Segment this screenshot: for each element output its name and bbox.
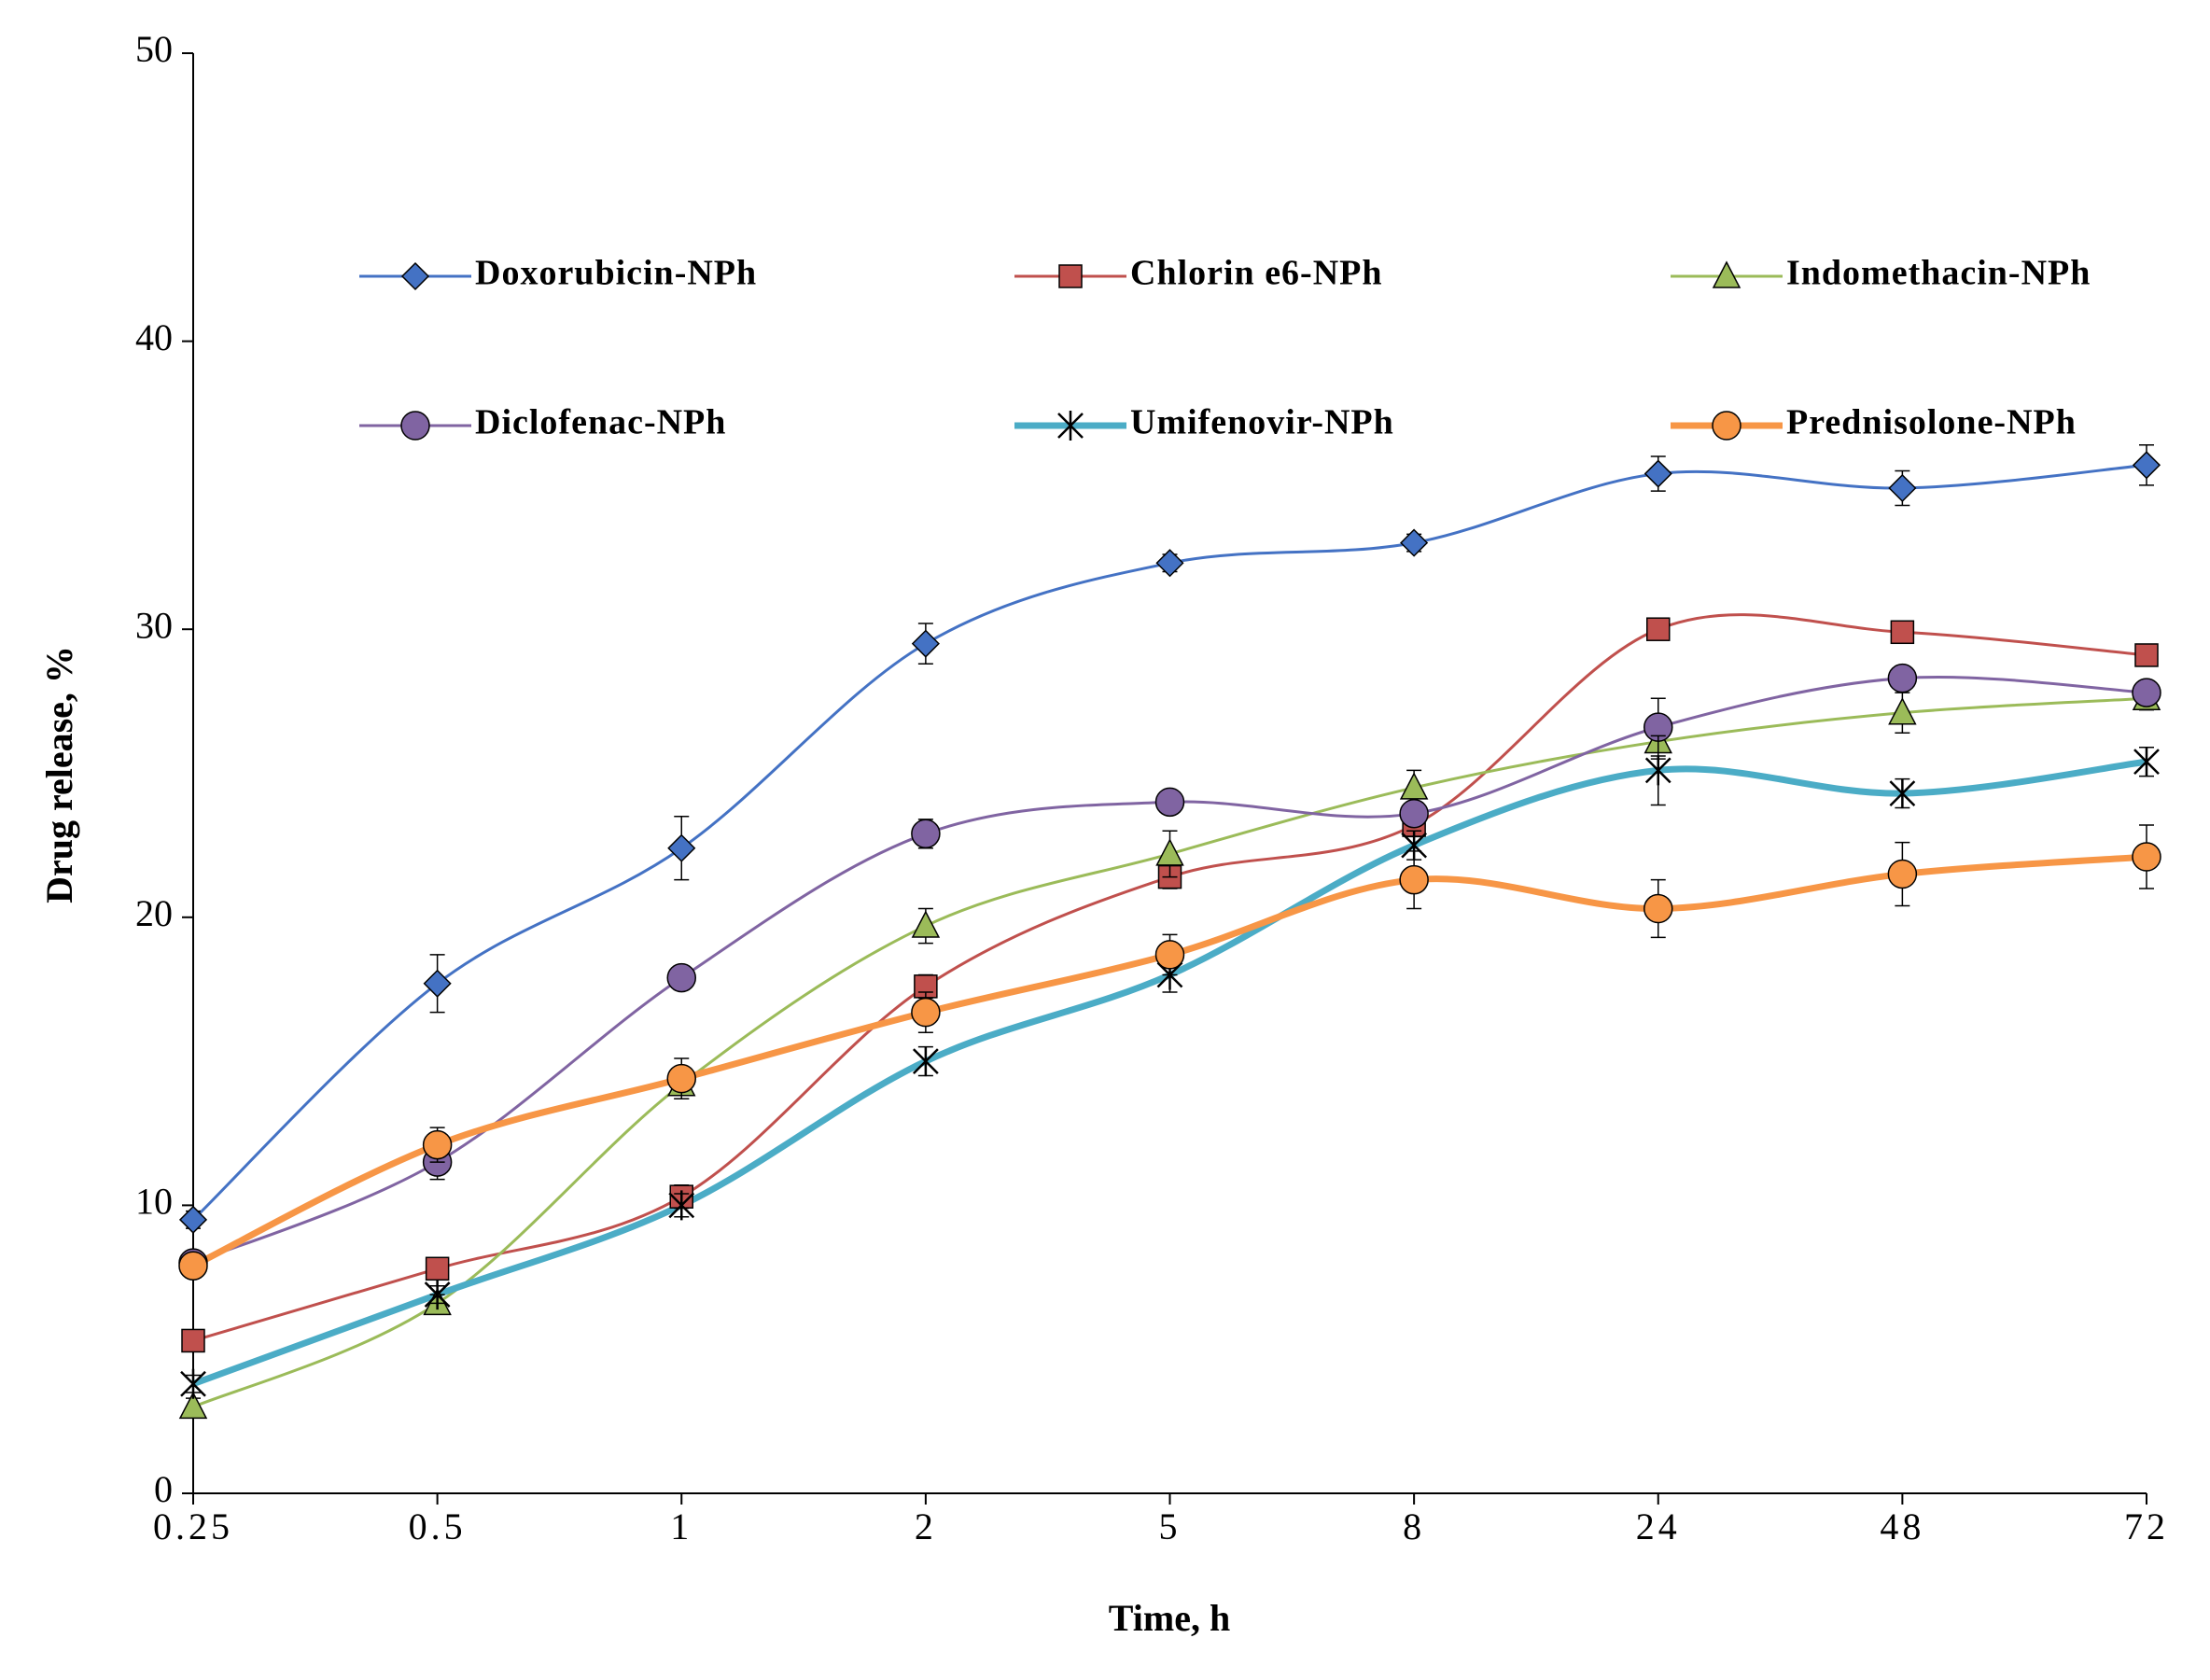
series-line — [191, 853, 2147, 1269]
data-point — [1154, 940, 1185, 970]
legend-marker — [1057, 411, 1084, 441]
data-point — [178, 1251, 208, 1281]
data-point — [2134, 643, 2159, 667]
y-tick-label: 30 — [135, 604, 173, 646]
data-point — [1887, 859, 1918, 889]
legend-marker — [1712, 260, 1741, 288]
x-tick-label: 48 — [1880, 1505, 1924, 1547]
legend-label: Prednisolone-NPh — [1786, 403, 2077, 442]
series-line — [191, 463, 2147, 1221]
y-tick-label: 10 — [135, 1181, 173, 1223]
data-point — [1644, 459, 1672, 488]
y-tick-label: 0 — [154, 1468, 173, 1510]
data-point — [1889, 778, 1916, 809]
data-point — [1644, 893, 1673, 924]
legend-marker — [1712, 411, 1741, 441]
legend-marker — [400, 261, 430, 291]
data-point — [666, 962, 696, 993]
y-tick-label: 20 — [135, 892, 173, 934]
data-point — [1399, 798, 1429, 829]
data-point — [423, 969, 452, 998]
x-tick-label: 1 — [670, 1505, 692, 1547]
data-point — [1888, 697, 1917, 725]
data-point — [2133, 747, 2160, 777]
data-point — [1646, 617, 1671, 641]
data-point — [1155, 549, 1184, 578]
data-point — [911, 629, 940, 658]
data-point — [2132, 451, 2161, 480]
legend-marker — [400, 411, 430, 441]
data-point — [1399, 772, 1429, 800]
data-point — [425, 1256, 450, 1281]
y-tick-label: 40 — [135, 316, 173, 358]
legend-label: Diclofenac-NPh — [475, 403, 726, 442]
data-point — [912, 1046, 939, 1077]
x-tick-label: 24 — [1636, 1505, 1681, 1547]
x-tick-label: 5 — [1159, 1505, 1182, 1547]
data-point — [1644, 755, 1671, 786]
x-tick-label: 8 — [1403, 1505, 1425, 1547]
x-tick-label: 0.5 — [409, 1505, 467, 1547]
data-point — [911, 819, 941, 849]
data-point — [180, 1368, 206, 1399]
data-point — [1888, 473, 1917, 503]
data-point — [1399, 864, 1429, 895]
x-axis-title: Time, h — [1109, 1597, 1230, 1639]
data-point — [666, 1063, 696, 1094]
data-point — [2132, 842, 2161, 872]
data-point — [424, 1280, 451, 1310]
x-tick-label: 2 — [915, 1505, 937, 1547]
x-tick-label: 0.25 — [153, 1505, 233, 1547]
data-point — [2132, 678, 2161, 707]
data-point — [1400, 528, 1429, 557]
data-point — [178, 1205, 208, 1234]
legend-marker — [1058, 264, 1083, 288]
data-point — [422, 1129, 453, 1160]
data-point — [1155, 838, 1184, 866]
legend-label: Doxorubicin-NPh — [475, 254, 757, 293]
data-point — [178, 1391, 208, 1420]
legend-label: Chlorin e6-NPh — [1130, 254, 1383, 293]
data-point — [911, 997, 941, 1028]
legend-label: Umifenovir-NPh — [1130, 403, 1394, 442]
x-tick-label: 72 — [2124, 1505, 2169, 1547]
y-tick-label: 50 — [135, 28, 173, 70]
legend-label: Indomethacin-NPh — [1786, 254, 2091, 293]
data-point — [1154, 787, 1185, 818]
data-point — [667, 833, 696, 862]
data-point — [911, 910, 941, 938]
data-point — [668, 1190, 695, 1221]
data-point — [1890, 620, 1915, 645]
data-point — [181, 1328, 205, 1353]
y-axis-title: Drug release, % — [38, 646, 80, 903]
data-point — [1887, 663, 1918, 693]
